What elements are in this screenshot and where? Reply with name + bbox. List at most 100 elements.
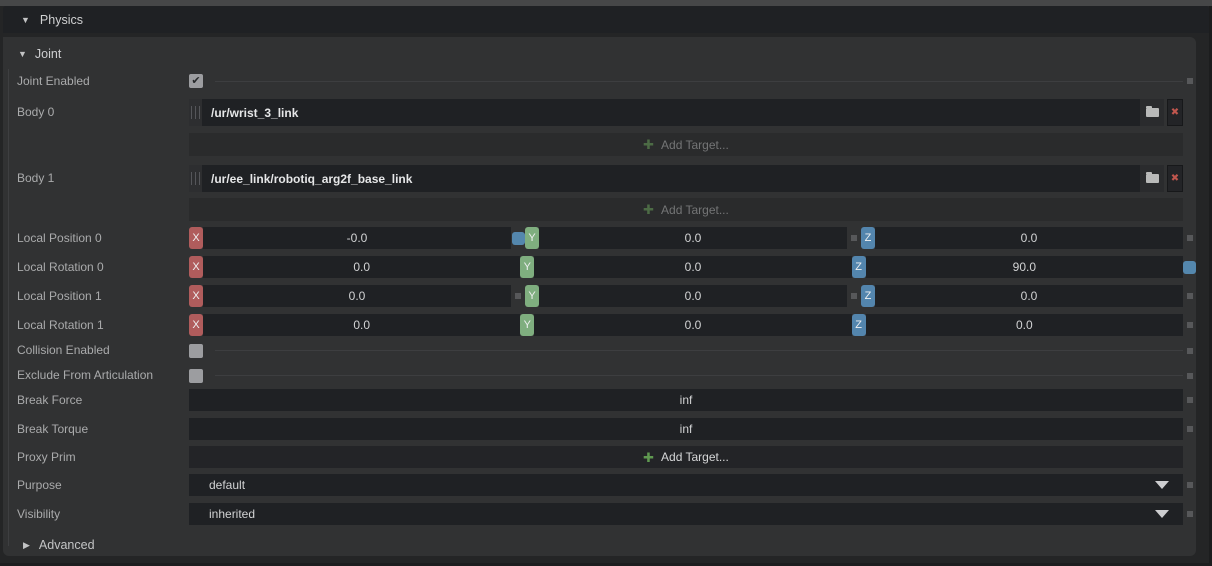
purpose-selected-value: default <box>209 478 246 492</box>
local-position-1-z-input[interactable] <box>875 285 1183 307</box>
window-top-edge <box>0 0 1212 6</box>
visibility-selected-value: inherited <box>209 507 256 521</box>
local-rotation-0-z-input[interactable] <box>865 256 1183 278</box>
proxy-prim-add-target-button[interactable]: ✚ Add Target... <box>189 446 1183 468</box>
add-target-label: Add Target... <box>661 450 729 464</box>
section-title-physics: Physics <box>39 12 83 27</box>
axis-z-tag: Z <box>851 314 866 336</box>
row-break-torque: Break Torque <box>3 418 1196 440</box>
axis-x-tag: X <box>189 314 203 336</box>
body1-remove-button[interactable]: ✖ <box>1167 165 1183 192</box>
default-value-indicator <box>1186 322 1193 328</box>
break-force-input[interactable] <box>189 389 1183 411</box>
advanced-title: Advanced <box>38 538 95 552</box>
purpose-dropdown[interactable]: default <box>189 474 1183 496</box>
folder-icon <box>1145 106 1159 117</box>
break-torque-input[interactable] <box>189 418 1183 440</box>
exclude-from-articulation-checkbox[interactable] <box>189 368 203 383</box>
default-value-indicator <box>1186 347 1193 354</box>
default-value-indicator <box>1186 482 1193 488</box>
section-header-joint[interactable]: ▼ Joint <box>3 37 1196 61</box>
collapse-open-icon: ▼ <box>18 49 27 59</box>
default-value-indicator <box>1186 293 1193 299</box>
section-header-advanced[interactable]: ▶ Advanced <box>3 538 1196 552</box>
local-position-0-z-input[interactable] <box>875 227 1183 249</box>
row-body1: Body 1 ✖ <box>3 165 1196 192</box>
default-value-indicator <box>1186 372 1193 379</box>
local-rotation-1-x-input[interactable] <box>203 314 521 336</box>
body0-browse-button[interactable] <box>1140 99 1164 126</box>
default-value-indicator <box>1186 78 1193 84</box>
body1-add-target-button[interactable]: ✚ Add Target... <box>189 198 1183 221</box>
row-local-position-0: Local Position 0 X Y Z <box>3 227 1196 249</box>
row-visibility: Visibility inherited <box>3 503 1196 525</box>
row-local-rotation-1: Local Rotation 1 X Y Z <box>3 314 1196 336</box>
local-rotation-0-x-input[interactable] <box>203 256 521 278</box>
axis-y-tag: Y <box>525 227 539 249</box>
axis-x-tag: X <box>189 227 203 249</box>
joint-enabled-label: Joint Enabled <box>17 73 90 88</box>
section-header-physics[interactable]: ▼ Physics <box>3 6 1209 33</box>
body0-path-input[interactable] <box>202 99 1140 126</box>
changed-value-indicator[interactable] <box>511 231 525 245</box>
axis-y-tag: Y <box>525 285 539 307</box>
body1-browse-button[interactable] <box>1140 165 1164 192</box>
axis-z-tag: Z <box>861 227 875 249</box>
plus-icon: ✚ <box>643 137 655 152</box>
body1-label: Body 1 <box>17 171 55 185</box>
section-title-joint: Joint <box>34 47 62 61</box>
row-separator-line <box>215 350 1183 351</box>
row-break-force: Break Force <box>3 389 1196 411</box>
joint-enabled-checkbox[interactable]: ✔ <box>189 74 203 88</box>
add-target-label: Add Target... <box>661 202 729 217</box>
body0-path-field <box>202 99 1164 126</box>
add-target-label: Add Target... <box>661 137 729 152</box>
local-position-1-y-input[interactable] <box>539 285 847 307</box>
changed-value-indicator[interactable] <box>1183 260 1196 274</box>
row-separator-line <box>215 80 1183 82</box>
break-force-field <box>189 389 1183 411</box>
local-rotation-1-y-input[interactable] <box>534 314 852 336</box>
row-exclude-from-articulation: Exclude From Articulation <box>3 368 1196 383</box>
break-torque-field <box>189 418 1183 440</box>
default-value-indicator <box>515 293 521 299</box>
chevron-down-icon <box>1155 481 1169 489</box>
row-body1-add-target: ✚ Add Target... <box>3 198 1196 221</box>
default-value-indicator <box>1186 511 1193 517</box>
body1-path-input[interactable] <box>202 165 1140 192</box>
local-rotation-1-z-input[interactable] <box>865 314 1183 336</box>
local-position-0-y-input[interactable] <box>539 227 847 249</box>
window-bottom-edge <box>0 563 1212 566</box>
visibility-label: Visibility <box>17 506 61 521</box>
local-position-1-x-input[interactable] <box>203 285 511 307</box>
break-torque-label: Break Torque <box>17 421 89 436</box>
row-local-rotation-0: Local Rotation 0 X Y Z <box>3 256 1196 278</box>
default-value-indicator <box>851 235 857 241</box>
row-joint-enabled: Joint Enabled ✔ <box>3 73 1196 89</box>
local-rotation-0-y-input[interactable] <box>534 256 852 278</box>
collision-enabled-checkbox[interactable] <box>189 343 203 358</box>
physics-panel-body: ▼ Joint Joint Enabled ✔ Body 0 ✖ <box>3 37 1196 556</box>
visibility-dropdown[interactable]: inherited <box>189 503 1183 525</box>
local-rotation-1-label: Local Rotation 1 <box>17 317 104 332</box>
default-value-indicator <box>851 293 857 299</box>
local-position-0-x-input[interactable] <box>203 227 511 249</box>
default-value-indicator <box>1186 397 1193 403</box>
row-body0-add-target: ✚ Add Target... <box>3 133 1196 156</box>
plus-icon: ✚ <box>643 449 655 465</box>
body0-drag-handle-icon[interactable] <box>189 99 202 126</box>
default-value-indicator <box>1186 235 1193 241</box>
axis-x-tag: X <box>189 285 203 307</box>
body0-add-target-button[interactable]: ✚ Add Target... <box>189 133 1183 156</box>
collapse-open-icon: ▼ <box>21 14 30 25</box>
default-value-indicator <box>1186 426 1193 432</box>
body1-drag-handle-icon[interactable] <box>189 165 202 192</box>
local-position-1-label: Local Position 1 <box>17 288 102 303</box>
axis-y-tag: Y <box>520 314 535 336</box>
row-purpose: Purpose default <box>3 474 1196 496</box>
axis-z-tag: Z <box>851 256 866 278</box>
row-separator-line <box>215 375 1183 376</box>
folder-icon <box>1145 172 1159 183</box>
body0-remove-button[interactable]: ✖ <box>1167 99 1183 126</box>
axis-x-tag: X <box>189 256 203 278</box>
